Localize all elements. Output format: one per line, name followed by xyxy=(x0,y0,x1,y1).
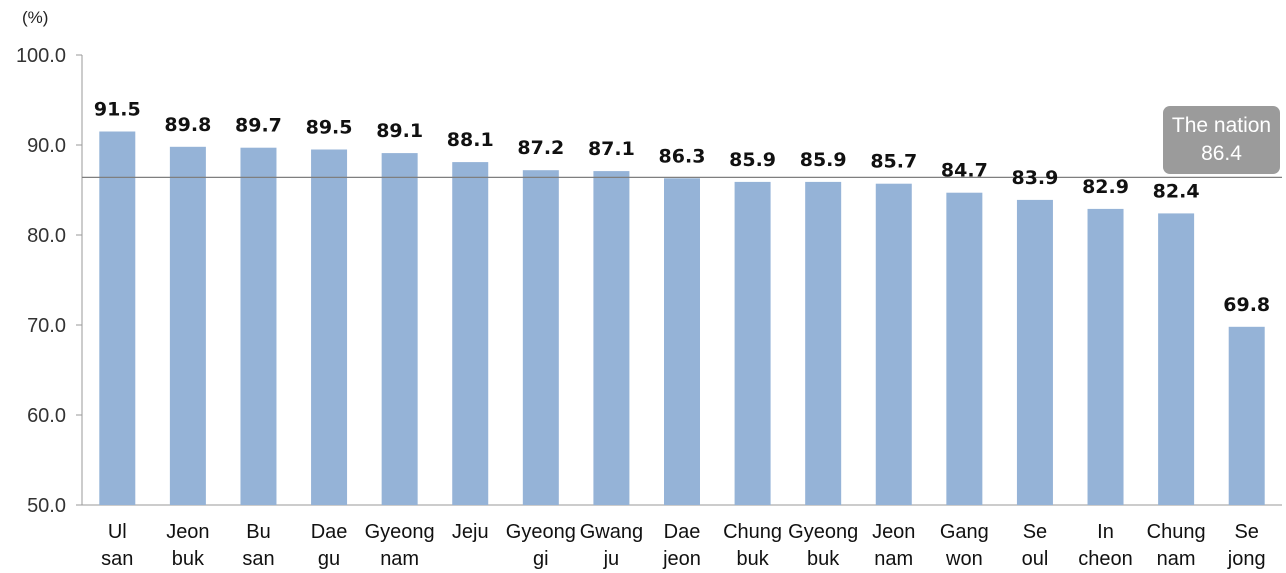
labels: 91.5 Ul san 89.8 Jeon buk 89.7 Bu san 89.5 Dae gu 89… xyxy=(94,99,1270,571)
bar xyxy=(875,183,912,505)
axes: 50.0 60.0 70.0 80.0 90.0 100.0 xyxy=(16,45,1282,517)
bar xyxy=(1016,199,1053,505)
x-tick-label: nam xyxy=(1157,548,1196,570)
data-label: 84.7 xyxy=(941,160,988,182)
data-label: 85.9 xyxy=(800,149,847,171)
nation-label: The nation xyxy=(1171,114,1272,137)
y-tick-label: 100.0 xyxy=(16,45,66,67)
data-label: 89.7 xyxy=(235,115,282,137)
x-tick-label: gu xyxy=(318,548,340,570)
data-label: 85.7 xyxy=(870,151,917,173)
x-tick-label: nam xyxy=(874,548,913,570)
x-tick-label: Chung xyxy=(723,521,782,543)
x-tick-label: san xyxy=(242,548,274,570)
bar xyxy=(311,149,348,505)
bar xyxy=(522,170,559,505)
y-tick-label: 70.0 xyxy=(27,315,66,337)
data-label: 86.3 xyxy=(659,145,706,167)
bar xyxy=(240,147,277,505)
y-tick-label: 80.0 xyxy=(27,225,66,247)
data-label: 89.5 xyxy=(306,117,353,139)
nation-callout: The nation 86.4 xyxy=(1163,106,1280,174)
bar xyxy=(169,146,206,506)
x-tick-label: buk xyxy=(172,548,205,570)
x-tick-label: Gyeong xyxy=(365,521,435,543)
x-tick-label: gi xyxy=(533,548,549,570)
data-label: 85.9 xyxy=(729,149,776,171)
x-tick-label: nam xyxy=(380,548,419,570)
x-tick-label: Se xyxy=(1234,521,1258,543)
bar xyxy=(664,178,700,506)
x-tick-label: Gyeong xyxy=(506,521,576,543)
data-label: 87.2 xyxy=(517,137,564,159)
x-tick-label: Gyeong xyxy=(788,521,858,543)
x-tick-label: Jeon xyxy=(872,521,915,543)
bar xyxy=(452,162,489,505)
nation-value: 86.4 xyxy=(1201,142,1242,165)
data-label: 83.9 xyxy=(1011,167,1058,189)
bar xyxy=(593,171,630,505)
bar xyxy=(805,181,842,505)
x-tick-label: san xyxy=(101,548,133,570)
data-label: 69.8 xyxy=(1223,294,1270,316)
x-tick-label: Chung xyxy=(1147,521,1206,543)
x-tick-label: In xyxy=(1097,521,1114,543)
bar xyxy=(946,192,983,505)
x-tick-label: Dae xyxy=(311,521,348,543)
x-tick-label: Gang xyxy=(940,521,989,543)
data-label: 88.1 xyxy=(447,129,494,151)
bar xyxy=(734,181,771,505)
x-tick-label: Ul xyxy=(108,521,127,543)
x-tick-label: Jeon xyxy=(166,521,209,543)
x-tick-label: jong xyxy=(1227,548,1266,570)
x-tick-label: buk xyxy=(807,548,840,570)
data-label: 82.9 xyxy=(1082,176,1129,198)
bar xyxy=(1158,213,1195,505)
data-label: 89.1 xyxy=(376,120,423,142)
y-tick-label: 50.0 xyxy=(27,495,66,517)
x-tick-label: Gwang xyxy=(580,521,643,543)
data-label: 89.8 xyxy=(164,114,211,136)
data-label: 82.4 xyxy=(1153,180,1200,202)
bar xyxy=(99,131,136,505)
x-tick-label: Dae xyxy=(664,521,701,543)
x-tick-label: won xyxy=(945,548,983,570)
data-label: 91.5 xyxy=(94,99,141,121)
y-unit-label: (%) xyxy=(22,8,49,27)
bars xyxy=(99,131,1265,506)
x-tick-label: Jeju xyxy=(452,521,489,543)
x-tick-label: jeon xyxy=(662,548,701,570)
bar xyxy=(381,153,418,505)
x-tick-label: Bu xyxy=(246,521,270,543)
x-tick-label: Se xyxy=(1023,521,1047,543)
y-tick-label: 60.0 xyxy=(27,405,66,427)
data-label: 87.1 xyxy=(588,138,635,160)
x-tick-label: cheon xyxy=(1078,548,1133,570)
x-tick-label: buk xyxy=(736,548,769,570)
x-tick-label: oul xyxy=(1022,548,1049,570)
y-tick-label: 90.0 xyxy=(27,135,66,157)
bar xyxy=(1228,326,1265,505)
x-tick-label: ju xyxy=(603,548,620,570)
bar xyxy=(1087,208,1124,505)
